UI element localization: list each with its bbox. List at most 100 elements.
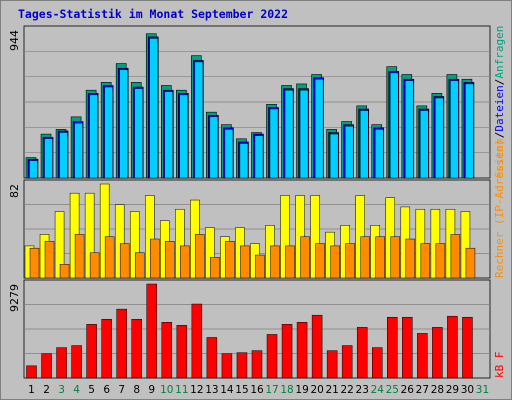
bar-rechner-secondary (195, 234, 205, 279)
bar-rechner-secondary (270, 245, 280, 279)
bar-dateien-fill (119, 69, 128, 179)
bar-rechner-secondary (405, 238, 416, 279)
bar-rechner-secondary (360, 236, 370, 279)
x-tick-label: 13 (205, 384, 218, 396)
bar-kb (311, 314, 323, 379)
bar-kb (402, 316, 413, 379)
bar-dateien-fill (375, 129, 384, 179)
bar-dateien-fill (239, 143, 249, 179)
bar-rechner (99, 183, 110, 279)
bar-rechner (129, 211, 140, 279)
bar-dateien-fill (104, 86, 113, 179)
bar-rechner-secondary (89, 252, 100, 279)
x-tick-label: 9 (148, 384, 155, 396)
bar-dateien-fill (299, 90, 309, 179)
bar-dateien-fill (224, 129, 234, 179)
x-tick-label: 10 (160, 384, 173, 396)
x-tick-label: 21 (325, 384, 338, 396)
bar-dateien-fill (59, 132, 68, 179)
bar-rechner-secondary (134, 252, 145, 279)
bar-rechner-secondary (44, 241, 55, 279)
bar-kb (341, 345, 353, 379)
bar-rechner (175, 208, 185, 279)
x-tick-label: 11 (175, 384, 188, 396)
bar-dateien-fill (269, 108, 279, 179)
x-tick-label: 23 (356, 384, 369, 396)
x-tick-label: 8 (133, 384, 140, 396)
bar-kb (26, 365, 37, 379)
bar-rechner-secondary (315, 243, 325, 279)
bar-kb (176, 325, 188, 379)
bar-dateien-fill (209, 116, 219, 179)
bar-kb (251, 350, 263, 379)
bar-dateien-fill (29, 160, 38, 179)
bar-rechner-secondary (59, 263, 70, 279)
x-tick-label: 25 (386, 384, 399, 396)
x-tick-label: 24 (371, 384, 385, 396)
bar-kb (116, 308, 127, 379)
x-tick-label: 19 (295, 384, 308, 396)
x-tick-label: 18 (280, 384, 293, 396)
x-tick-label: 27 (416, 384, 429, 396)
x-tick-label: 1 (28, 384, 35, 396)
x-tick-label: 30 (461, 384, 474, 396)
bar-rechner-secondary (435, 243, 446, 279)
x-tick-label: 28 (431, 384, 444, 396)
chart-title: Tages-Statistik im Monat September 2022 (18, 7, 289, 21)
bar-dateien-fill (89, 94, 98, 179)
bar-dateien-fill (360, 110, 369, 179)
bar-rechner-secondary (119, 243, 130, 279)
bar-kb (462, 316, 473, 379)
bar-rechner-secondary (375, 236, 385, 279)
legend-segment: Dateien (493, 85, 506, 131)
legend-middle: Rechner (IP-Adressen) (493, 139, 506, 278)
x-tick-label: 2 (43, 384, 50, 396)
bar-rechner-secondary (285, 245, 295, 279)
x-tick-label: 14 (220, 384, 234, 396)
bar-kb (266, 334, 278, 379)
bar-kb (41, 353, 52, 379)
bar-rechner-secondary (225, 241, 235, 279)
bar-dateien-fill (420, 110, 429, 179)
bar-kb (447, 315, 458, 379)
bar-rechner-secondary (450, 234, 461, 279)
bar-dateien-fill (405, 80, 414, 179)
bar-rechner-secondary (465, 247, 476, 279)
bar-dateien-fill (179, 94, 189, 179)
bar-rechner-secondary (104, 236, 115, 279)
bar-rechner-secondary (210, 257, 220, 279)
bar-rechner-secondary (300, 236, 310, 279)
bar-rechner (460, 211, 471, 279)
x-tick-label: 12 (190, 384, 203, 396)
bar-kb (161, 322, 173, 379)
bar-kb (131, 318, 142, 379)
bar-rechner-secondary (330, 245, 340, 279)
legend-segment: Seiten (493, 138, 506, 178)
legend-top: Seiten/Dateien/Anfragen (493, 26, 506, 178)
legend-segment: / (493, 132, 506, 139)
bar-rechner-secondary (74, 234, 85, 279)
bar-rechner-secondary (255, 254, 265, 279)
bar-kb (101, 318, 112, 379)
bar-dateien-fill (390, 72, 399, 179)
bar-kb (281, 324, 293, 379)
x-tick-label: 6 (103, 384, 110, 396)
x-tick-label: 31 (476, 384, 489, 396)
bar-kb (221, 353, 233, 379)
x-tick-label: 7 (118, 384, 125, 396)
bar-kb (356, 327, 368, 379)
bar-kb (432, 327, 443, 379)
x-tick-label: 17 (265, 384, 278, 396)
bar-rechner-secondary (180, 245, 190, 279)
bar-dateien-fill (149, 38, 158, 179)
legend-segment: / (493, 79, 506, 86)
bar-dateien-fill (344, 126, 354, 179)
bar-kb (371, 347, 383, 379)
bar-dateien-fill (329, 133, 339, 179)
bar-kb (417, 333, 428, 379)
bar-rechner (114, 204, 125, 279)
y-max-label-3: 9279 (8, 284, 21, 312)
x-tick-label: 5 (88, 384, 95, 396)
bar-rechner-secondary (29, 247, 40, 279)
